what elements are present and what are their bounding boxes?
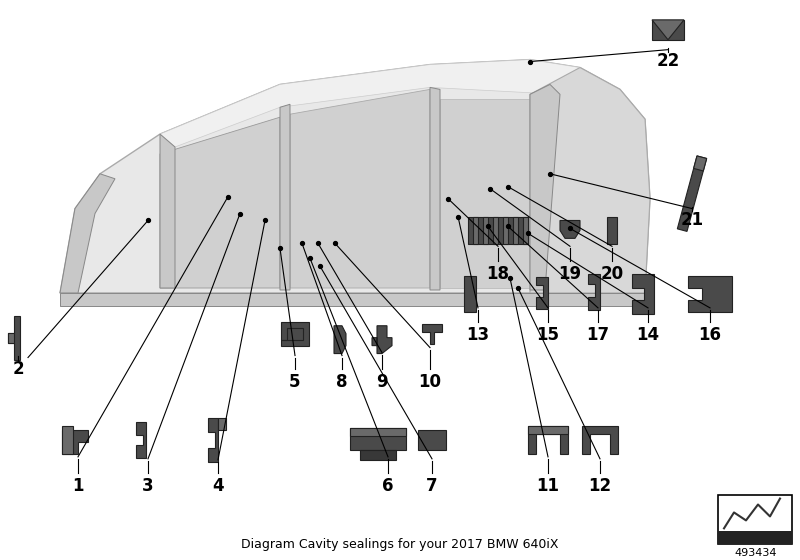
Text: 9: 9	[376, 374, 388, 391]
Text: 22: 22	[656, 52, 680, 69]
Polygon shape	[350, 428, 406, 436]
Polygon shape	[281, 322, 309, 346]
Polygon shape	[160, 134, 175, 288]
Polygon shape	[468, 217, 528, 244]
Polygon shape	[136, 422, 146, 458]
Polygon shape	[440, 99, 530, 288]
Polygon shape	[60, 59, 650, 293]
FancyBboxPatch shape	[718, 494, 792, 544]
Polygon shape	[523, 217, 528, 244]
Polygon shape	[422, 324, 442, 344]
Polygon shape	[334, 326, 346, 353]
Text: 10: 10	[418, 374, 442, 391]
Polygon shape	[493, 217, 498, 244]
Polygon shape	[430, 87, 440, 290]
Text: Diagram Cavity sealings for your 2017 BMW 640iX: Diagram Cavity sealings for your 2017 BM…	[242, 538, 558, 550]
FancyBboxPatch shape	[718, 531, 792, 544]
Polygon shape	[160, 59, 580, 147]
Polygon shape	[513, 217, 518, 244]
Text: 16: 16	[698, 326, 722, 344]
Polygon shape	[350, 428, 406, 450]
Text: 12: 12	[589, 477, 611, 494]
Text: 3: 3	[142, 477, 154, 494]
Polygon shape	[208, 418, 218, 462]
Text: 8: 8	[336, 374, 348, 391]
Polygon shape	[290, 90, 430, 288]
Polygon shape	[503, 217, 508, 244]
Polygon shape	[60, 293, 645, 306]
Polygon shape	[607, 217, 617, 244]
Polygon shape	[8, 316, 20, 360]
Polygon shape	[688, 276, 732, 312]
Polygon shape	[530, 85, 560, 290]
Polygon shape	[483, 217, 488, 244]
Text: 20: 20	[601, 265, 623, 283]
Polygon shape	[372, 326, 392, 353]
Polygon shape	[62, 430, 88, 454]
Text: 13: 13	[466, 326, 490, 344]
Text: 493434: 493434	[734, 548, 778, 558]
Polygon shape	[588, 274, 600, 310]
Polygon shape	[464, 276, 476, 312]
Polygon shape	[60, 174, 115, 293]
Text: 6: 6	[382, 477, 394, 494]
Polygon shape	[632, 274, 654, 314]
Polygon shape	[652, 20, 684, 40]
Text: 11: 11	[537, 477, 559, 494]
Text: 7: 7	[426, 477, 438, 494]
Polygon shape	[280, 104, 290, 290]
Text: 4: 4	[212, 477, 224, 494]
Polygon shape	[473, 217, 478, 244]
Polygon shape	[528, 426, 568, 454]
Text: 2: 2	[12, 360, 24, 377]
Text: 15: 15	[537, 326, 559, 344]
Text: 17: 17	[586, 326, 610, 344]
Text: 21: 21	[681, 211, 703, 228]
Text: 14: 14	[637, 326, 659, 344]
Polygon shape	[652, 20, 684, 40]
Polygon shape	[360, 450, 396, 460]
Polygon shape	[582, 426, 618, 454]
Polygon shape	[694, 156, 706, 171]
Text: 18: 18	[486, 265, 510, 283]
Polygon shape	[418, 430, 446, 450]
Polygon shape	[160, 117, 280, 288]
Text: 1: 1	[72, 477, 84, 494]
Polygon shape	[528, 426, 568, 434]
Polygon shape	[62, 426, 73, 454]
Polygon shape	[678, 156, 706, 231]
Text: 19: 19	[558, 265, 582, 283]
Polygon shape	[560, 221, 580, 239]
Polygon shape	[536, 277, 548, 309]
Polygon shape	[218, 418, 226, 430]
Polygon shape	[530, 68, 650, 293]
Text: 5: 5	[290, 374, 301, 391]
Polygon shape	[8, 333, 14, 343]
